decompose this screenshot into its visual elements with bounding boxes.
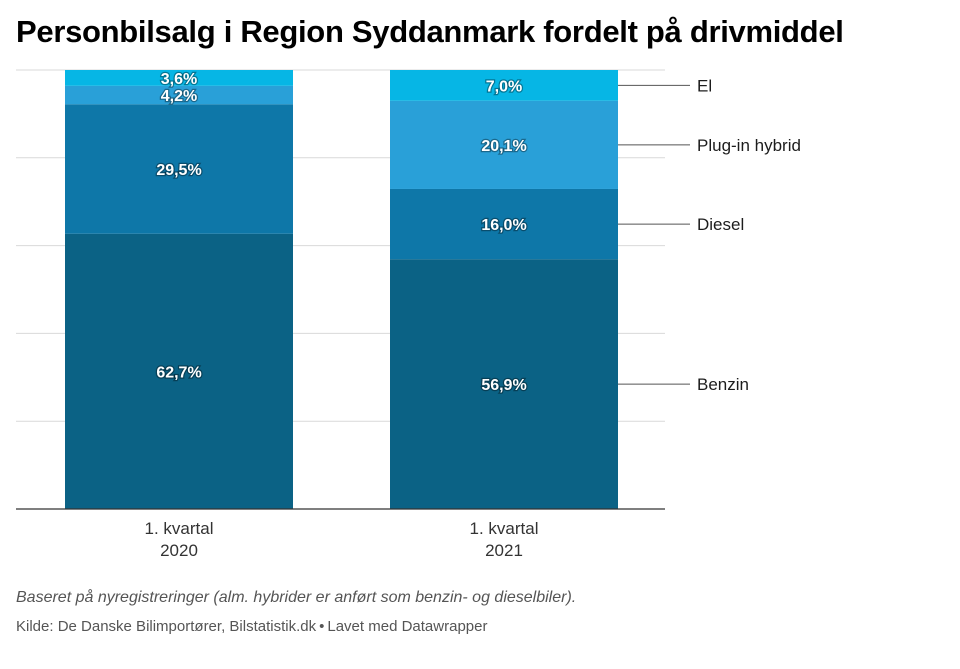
data-label: 3,6% [161,71,197,88]
chart-note: Baseret på nyregistreringer (alm. hybrid… [16,589,577,606]
data-label: 7,0% [486,78,522,95]
data-label: 4,2% [161,88,197,105]
x-tick-label: 1. kvartal [470,519,539,538]
x-tick-label: 2021 [485,541,523,560]
x-tick-label: 1. kvartal [145,519,214,538]
bar-segment [65,70,293,86]
source-text: Kilde: De Danske Bilimportører, Bilstati… [16,618,317,635]
bar-segments [65,70,618,509]
legend-label: Diesel [697,215,744,234]
data-label: 62,7% [156,364,201,381]
legend: Benzin Diesel Plug-in hybrid El [618,76,801,394]
data-label: 29,5% [156,162,201,179]
legend-label: El [697,76,712,95]
source-line: Kilde: De Danske Bilimportører, Bilstati… [16,618,487,635]
data-label: 16,0% [481,217,526,234]
bar-segment [65,233,293,509]
bar-segment [390,259,618,509]
legend-label: Plug-in hybrid [697,136,801,155]
bar-segment [390,188,618,260]
source-separator: • [319,618,325,635]
bar-segment [390,100,618,189]
x-tick-labels: 1. kvartal 2020 1. kvartal 2021 [145,519,539,560]
data-label: 56,9% [481,377,526,394]
stacked-bar-chart: 62,7% 29,5% 4,2%3,6% 56,9% 16,0% 20,1% 7,0% 1.… [16,69,801,560]
credit-text: Lavet med Datawrapper [327,618,488,635]
bar-segment [65,85,293,105]
segment-labels: 62,7% 29,5% 4,2%3,6% 56,9% 16,0% 20,1% 7,0% [155,70,528,396]
bar-segment [390,70,618,101]
legend-label: Benzin [697,375,749,394]
x-tick-label: 2020 [160,541,198,560]
chart-title: Personbilsalg i Region Syddanmark fordel… [16,14,844,49]
bar-segment [65,104,293,234]
data-label: 20,1% [481,138,526,155]
